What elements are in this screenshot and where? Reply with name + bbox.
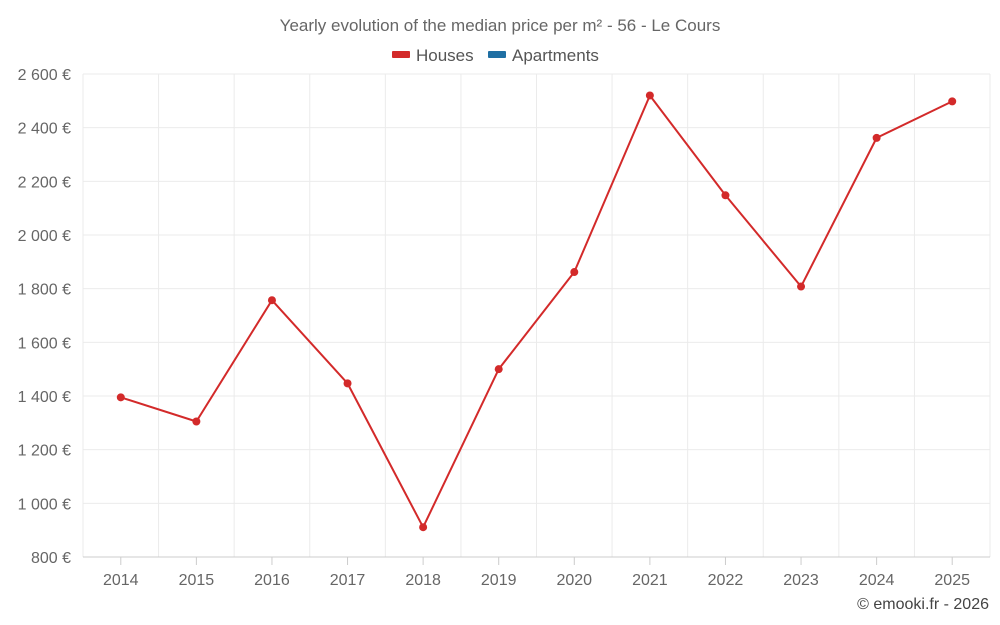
chart-title: Yearly evolution of the median price per…	[280, 16, 721, 35]
legend-swatch-houses	[392, 51, 410, 58]
x-tick-label: 2017	[330, 572, 366, 589]
x-tick-label: 2019	[481, 572, 517, 589]
y-tick-label: 1 200 €	[18, 443, 71, 460]
data-point-houses-2024[interactable]	[872, 133, 881, 142]
data-point-houses-2018[interactable]	[419, 523, 428, 532]
y-tick-label: 2 400 €	[18, 121, 71, 138]
y-tick-label: 1 400 €	[18, 389, 71, 406]
x-tick-label: 2015	[179, 572, 215, 589]
legend-item-apartments[interactable]: Apartments	[488, 46, 599, 65]
x-tick-label: 2023	[783, 572, 819, 589]
data-point-houses-2019[interactable]	[494, 365, 503, 374]
x-tick-label: 2025	[934, 572, 970, 589]
y-tick-label: 1 600 €	[18, 335, 71, 352]
data-point-houses-2025[interactable]	[948, 97, 957, 106]
data-point-houses-2015[interactable]	[192, 417, 201, 426]
data-point-houses-2021[interactable]	[645, 91, 654, 100]
x-tick-label: 2018	[405, 572, 441, 589]
legend: Houses Apartments	[392, 46, 599, 65]
credit-text: © emooki.fr - 2026	[857, 596, 989, 613]
series	[116, 91, 957, 532]
x-tick-label: 2020	[556, 572, 592, 589]
x-axis-ticks: 2014 2015 2016 2017 2018 2019 2020 2021 2022 2023…	[103, 572, 970, 589]
x-tick-label: 2024	[859, 572, 895, 589]
data-point-houses-2016[interactable]	[267, 296, 276, 305]
data-point-houses-2014[interactable]	[116, 393, 125, 402]
data-point-houses-2022[interactable]	[721, 191, 730, 200]
data-point-houses-2020[interactable]	[570, 268, 579, 277]
y-tick-label: 1 800 €	[18, 282, 71, 299]
legend-label-apartments: Apartments	[512, 46, 599, 65]
axes	[83, 556, 990, 565]
x-tick-label: 2021	[632, 572, 668, 589]
legend-item-houses[interactable]: Houses	[392, 46, 474, 65]
grid-lines	[82, 73, 991, 557]
data-point-houses-2023[interactable]	[797, 282, 806, 291]
legend-swatch-apartments	[488, 51, 506, 58]
y-tick-label: 2 200 €	[18, 174, 71, 191]
series-line-houses	[120, 94, 953, 529]
y-tick-label: 2 600 €	[18, 67, 71, 84]
y-tick-label: 1 000 €	[18, 496, 71, 513]
y-axis-ticks: 800 € 1 000 € 1 200 € 1 400 € 1 600 € 1 800 €…	[18, 67, 71, 567]
x-tick-label: 2014	[103, 572, 139, 589]
data-point-houses-2017[interactable]	[343, 379, 352, 388]
x-tick-label: 2022	[708, 572, 744, 589]
x-tick-label: 2016	[254, 572, 290, 589]
y-tick-label: 800 €	[31, 550, 71, 567]
y-tick-label: 2 000 €	[18, 228, 71, 245]
legend-label-houses: Houses	[416, 46, 474, 65]
